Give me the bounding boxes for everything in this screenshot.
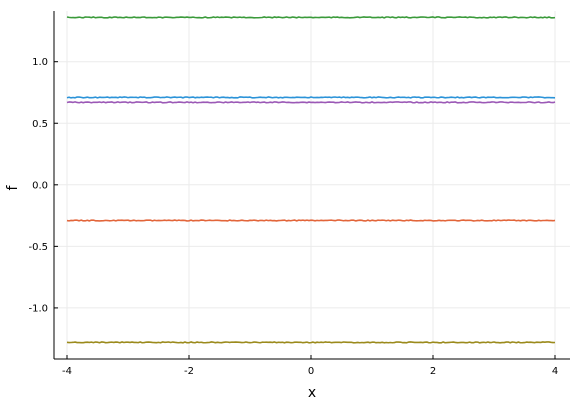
x-axis-label: x (308, 385, 316, 401)
y-axis-label: f (5, 184, 21, 190)
grid (54, 11, 570, 359)
x-tick-label: 4 (552, 366, 558, 377)
series-group (66, 16, 556, 344)
series-line-5 (66, 341, 556, 344)
series-line-4 (66, 219, 556, 222)
axes (53, 11, 570, 360)
series-line-3 (66, 101, 556, 104)
series-line-1 (66, 16, 556, 19)
series-line-2 (66, 96, 556, 99)
y-tick-label: -1.0 (28, 303, 48, 314)
x-tick-label: -4 (62, 366, 72, 377)
x-tick-label: 0 (308, 366, 314, 377)
y-tick-label: 1.0 (32, 57, 48, 68)
y-tick-label: -0.5 (28, 242, 48, 253)
y-tick-label: 0.5 (32, 119, 48, 130)
y-tick-label: 0.0 (32, 180, 48, 191)
tick-labels: -4 -2 0 2 4 -1.0 -0.5 0.0 0.5 1.0 (28, 57, 558, 377)
x-tick-label: -2 (184, 366, 194, 377)
x-tick-label: 2 (430, 366, 436, 377)
